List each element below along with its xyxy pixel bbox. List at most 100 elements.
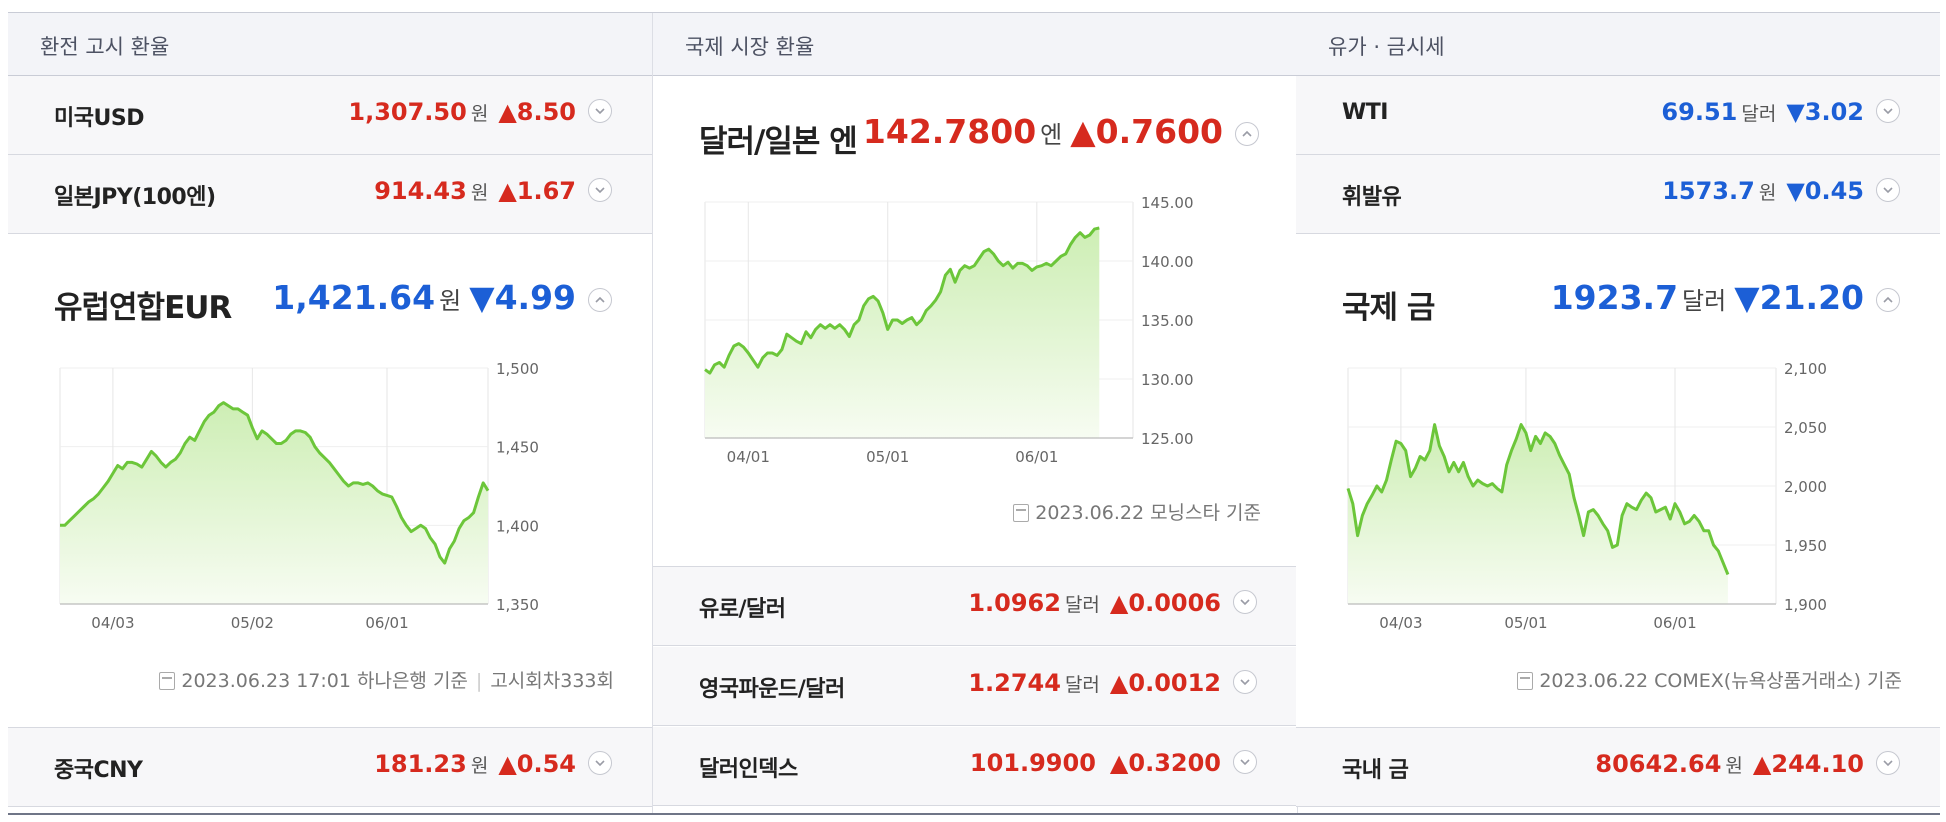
calendar-icon — [159, 672, 176, 690]
change-up-icon: ▲ — [1109, 589, 1129, 617]
calendar-icon — [1517, 672, 1534, 690]
eur-panel: 유럽연합EUR 1,421.64 원 ▼ 4.99 1,500 1,450 1,40… — [8, 234, 652, 727]
market-board: 환전 고시 환율 미국USD 1,307.50 원 ▲ 8.50 일본JPY(1… — [8, 12, 1940, 815]
x-tick-label: 06/01 — [365, 614, 408, 632]
y-tick-label: 1,350 — [496, 596, 539, 614]
y-tick-label: 145.00 — [1141, 194, 1194, 212]
rate-row-jpy[interactable]: 일본JPY(100엔) 914.43 원 ▲ 1.67 — [8, 155, 652, 234]
row-value: 1.2744 — [968, 669, 1061, 697]
usd-jpy-panel: 달러/일본 엔 142.7800 엔 ▲ 0.7600 145.00 140.00… — [653, 76, 1297, 567]
row-unit: 달러 — [1064, 594, 1100, 616]
row-name: 유로/달러 — [699, 597, 786, 622]
expand-chevron-icon[interactable] — [1233, 670, 1257, 694]
x-tick-label: 05/01 — [1504, 614, 1547, 632]
change-down-icon: ▼ — [1786, 98, 1805, 126]
footnote-extra: 고시회차333회 — [490, 670, 614, 692]
row-name: WTI — [1342, 100, 1388, 125]
footnote-text: 2023.06.23 17:01 하나은행 기준 — [181, 670, 468, 692]
panel-title: 국제 금 — [1342, 290, 1435, 326]
area-fill — [60, 402, 488, 604]
eur-chart: 1,500 1,450 1,400 1,350 04/03 05/02 06/01 — [59, 360, 539, 632]
row-change: 0.54 — [516, 750, 576, 778]
y-tick-label: 1,500 — [496, 360, 539, 378]
usd-jpy-chart: 145.00 140.00 135.00 130.00 125.00 04/01 05/01… — [704, 194, 1194, 466]
rate-row-cny[interactable]: 중국CNY 181.23 원 ▲ 0.54 — [8, 727, 652, 807]
panel-title: 유럽연합EUR — [54, 290, 232, 326]
rate-row-wti[interactable]: WTI 69.51 달러 ▼ 3.02 — [1296, 76, 1940, 155]
panel-unit: 원 — [439, 287, 462, 315]
y-tick-label: 130.00 — [1141, 371, 1194, 389]
row-value: 80642.64 — [1595, 750, 1722, 778]
x-tick-label: 05/02 — [231, 614, 274, 632]
row-name: 휘발유 — [1342, 185, 1402, 210]
row-unit: 원 — [1725, 755, 1743, 777]
row-change: 8.50 — [516, 98, 576, 126]
expand-chevron-icon[interactable] — [1233, 590, 1257, 614]
y-tick-label: 1,900 — [1784, 596, 1827, 614]
expand-chevron-icon[interactable] — [588, 99, 612, 123]
change-up-icon: ▲ — [1752, 750, 1772, 778]
rate-row-eur-usd[interactable]: 유로/달러 1.0962 달러 ▲ 0.0006 — [653, 567, 1297, 646]
footnote-separator: | — [475, 670, 483, 692]
expand-chevron-icon[interactable] — [588, 178, 612, 202]
area-fill — [1348, 424, 1728, 604]
x-tick-label: 06/01 — [1015, 448, 1058, 466]
row-value: 1.0962 — [968, 589, 1061, 617]
collapse-chevron-icon[interactable] — [588, 288, 612, 312]
series-line — [1346, 423, 1730, 576]
column-international-rates: 국제 시장 환율 달러/일본 엔 142.7800 엔 ▲ 0.7600 145… — [652, 13, 1298, 813]
expand-chevron-icon[interactable] — [1233, 750, 1257, 774]
y-tick-label: 2,050 — [1784, 419, 1827, 437]
y-tick-label: 1,950 — [1784, 537, 1827, 555]
change-up-icon: ▲ — [1109, 749, 1129, 777]
panel-value: 1,421.64 — [272, 278, 436, 317]
change-down-icon: ▼ — [1786, 177, 1805, 205]
change-up-icon: ▲ — [1070, 112, 1096, 151]
area-fill — [705, 228, 1100, 438]
row-name: 일본JPY(100엔) — [54, 185, 216, 210]
expand-chevron-icon[interactable] — [588, 751, 612, 775]
collapse-chevron-icon[interactable] — [1876, 288, 1900, 312]
footnote-text: 2023.06.22 모닝스타 기준 — [1035, 502, 1261, 524]
panel-unit: 달러 — [1682, 287, 1727, 315]
rate-row-usd[interactable]: 미국USD 1,307.50 원 ▲ 8.50 — [8, 76, 652, 155]
expand-chevron-icon[interactable] — [1876, 178, 1900, 202]
panel-footnote: 2023.06.22 모닝스타 기준 — [1013, 498, 1261, 525]
row-change: 244.10 — [1771, 750, 1864, 778]
x-tick-label: 04/01 — [727, 448, 770, 466]
rate-row-domestic-gold[interactable]: 국내 금 80642.64 원 ▲ 244.10 — [1296, 727, 1940, 807]
row-change: 1.67 — [516, 177, 576, 205]
rate-row-gasoline[interactable]: 휘발유 1573.7 원 ▼ 0.45 — [1296, 155, 1940, 234]
change-up-icon: ▲ — [498, 750, 517, 778]
column-header: 환전 고시 환율 — [8, 13, 652, 76]
row-value: 1573.7 — [1662, 177, 1755, 205]
row-name: 국내 금 — [1342, 758, 1409, 783]
y-tick-label: 140.00 — [1141, 253, 1194, 271]
y-tick-label: 1,450 — [496, 439, 539, 457]
series-line — [60, 401, 490, 565]
y-tick-label: 135.00 — [1141, 312, 1194, 330]
y-tick-label: 2,000 — [1784, 478, 1827, 496]
collapse-chevron-icon[interactable] — [1235, 122, 1259, 146]
rate-row-dollar-index[interactable]: 달러인덱스 101.9900 ▲ 0.3200 — [653, 727, 1297, 806]
panel-value: 1923.7 — [1550, 278, 1679, 317]
rate-row-gbp-usd[interactable]: 영국파운드/달러 1.2744 달러 ▲ 0.0012 — [653, 647, 1297, 726]
x-tick-label: 06/01 — [1653, 614, 1696, 632]
panel-footnote: 2023.06.22 COMEX(뉴욕상품거래소) 기준 — [1517, 666, 1902, 693]
row-unit: 달러 — [1064, 674, 1100, 696]
column-oil-gold: 유가 · 금시세 WTI 69.51 달러 ▼ 3.02 휘발유 1573.7 … — [1296, 13, 1940, 813]
gold-panel: 국제 금 1923.7 달러 ▼ 21.20 2,100 2,050 2,000 1,… — [1296, 234, 1940, 727]
row-unit: 원 — [1758, 182, 1777, 204]
series-line — [704, 226, 1100, 375]
row-unit: 원 — [470, 755, 489, 777]
column-title: 유가 · 금시세 — [1328, 35, 1445, 59]
y-tick-label: 2,100 — [1784, 360, 1827, 378]
panel-value: 142.7800 — [862, 112, 1037, 151]
panel-footnote: 2023.06.23 17:01 하나은행 기준 | 고시회차333회 — [159, 666, 614, 693]
expand-chevron-icon[interactable] — [1876, 99, 1900, 123]
row-name: 미국USD — [54, 106, 144, 131]
y-tick-label: 1,400 — [496, 517, 539, 535]
column-title: 국제 시장 환율 — [685, 35, 815, 59]
expand-chevron-icon[interactable] — [1876, 751, 1900, 775]
x-tick-label: 04/03 — [91, 614, 134, 632]
